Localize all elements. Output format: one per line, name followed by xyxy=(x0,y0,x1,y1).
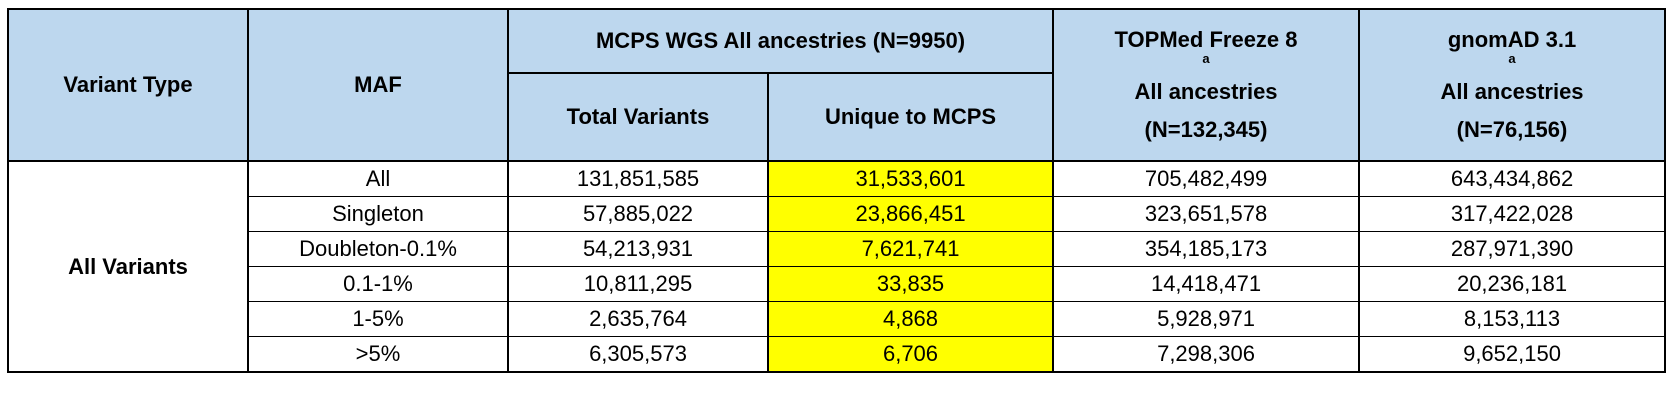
total-variants-cell: 6,305,573 xyxy=(507,336,769,373)
maf-cell: All xyxy=(247,160,509,197)
total-variants-cell: 54,213,931 xyxy=(507,231,769,267)
total-variants-cell: 10,811,295 xyxy=(507,266,769,302)
table-row: 0.1-1% 10,811,295 33,835 14,418,471 20,2… xyxy=(8,266,1667,302)
gnomad-subtitle-1: All ancestries xyxy=(1440,79,1584,104)
gnomad-subtitle-2: (N=76,156) xyxy=(1456,117,1568,142)
topmed-subtitle-1: All ancestries xyxy=(1134,79,1278,104)
table-row: All Variants All 131,851,585 31,533,601 … xyxy=(7,160,1667,373)
header-total-variants: Total Variants xyxy=(507,72,769,162)
unique-cell: 23,866,451 xyxy=(766,196,1055,232)
topmed-subtitle-2: (N=132,345) xyxy=(1144,117,1268,142)
header-mcps-group: MCPS WGS All ancestries (N=9950) xyxy=(506,8,1055,74)
unique-cell: 6,706 xyxy=(766,336,1055,373)
gnomad-cell: 287,971,390 xyxy=(1358,231,1667,267)
topmed-cell: 7,298,306 xyxy=(1052,336,1361,373)
topmed-cell: 14,418,471 xyxy=(1052,266,1361,302)
gnomad-cell: 20,236,181 xyxy=(1358,266,1667,302)
total-variants-cell: 57,885,022 xyxy=(507,196,769,232)
unique-cell: 7,621,741 xyxy=(766,231,1055,267)
variant-group-label: All Variants xyxy=(7,160,249,373)
topmed-cell: 5,928,971 xyxy=(1052,301,1361,337)
table-row: >5% 6,305,573 6,706 7,298,306 9,652,150 xyxy=(8,336,1667,373)
maf-cell: 0.1-1% xyxy=(247,266,509,302)
topmed-cell: 705,482,499 xyxy=(1052,160,1361,197)
topmed-cell: 354,185,173 xyxy=(1052,231,1361,267)
topmed-cell: 323,651,578 xyxy=(1052,196,1361,232)
maf-cell: Doubleton-0.1% xyxy=(247,231,509,267)
maf-cell: 1-5% xyxy=(247,301,509,337)
unique-cell: 33,835 xyxy=(766,266,1055,302)
gnomad-cell: 8,153,113 xyxy=(1358,301,1667,337)
total-variants-cell: 131,851,585 xyxy=(507,160,769,197)
gnomad-cell: 643,434,862 xyxy=(1358,160,1667,197)
maf-cell: >5% xyxy=(247,336,509,373)
table-row: Doubleton-0.1% 54,213,931 7,621,741 354,… xyxy=(8,231,1667,267)
gnomad-cell: 317,422,028 xyxy=(1358,196,1667,232)
unique-cell: 31,533,601 xyxy=(766,160,1055,197)
header-gnomad: gnomAD 3.1 a All ancestries (N=76,156) xyxy=(1358,8,1667,162)
gnomad-cell: 9,652,150 xyxy=(1358,336,1667,373)
total-variants-cell: 2,635,764 xyxy=(507,301,769,337)
table-row: Singleton 57,885,022 23,866,451 323,651,… xyxy=(8,196,1667,232)
unique-cell: 4,868 xyxy=(766,301,1055,337)
variant-table: Variant Type MAF MCPS WGS All ancestries… xyxy=(7,8,1667,373)
header-maf: MAF xyxy=(247,8,509,162)
header-variant-type: Variant Type xyxy=(7,8,249,162)
table-row: 1-5% 2,635,764 4,868 5,928,971 8,153,113 xyxy=(8,301,1667,337)
header-unique-to-mcps: Unique to MCPS xyxy=(766,72,1055,162)
gnomad-title: gnomAD 3.1 a xyxy=(1447,27,1577,66)
maf-cell: Singleton xyxy=(247,196,509,232)
